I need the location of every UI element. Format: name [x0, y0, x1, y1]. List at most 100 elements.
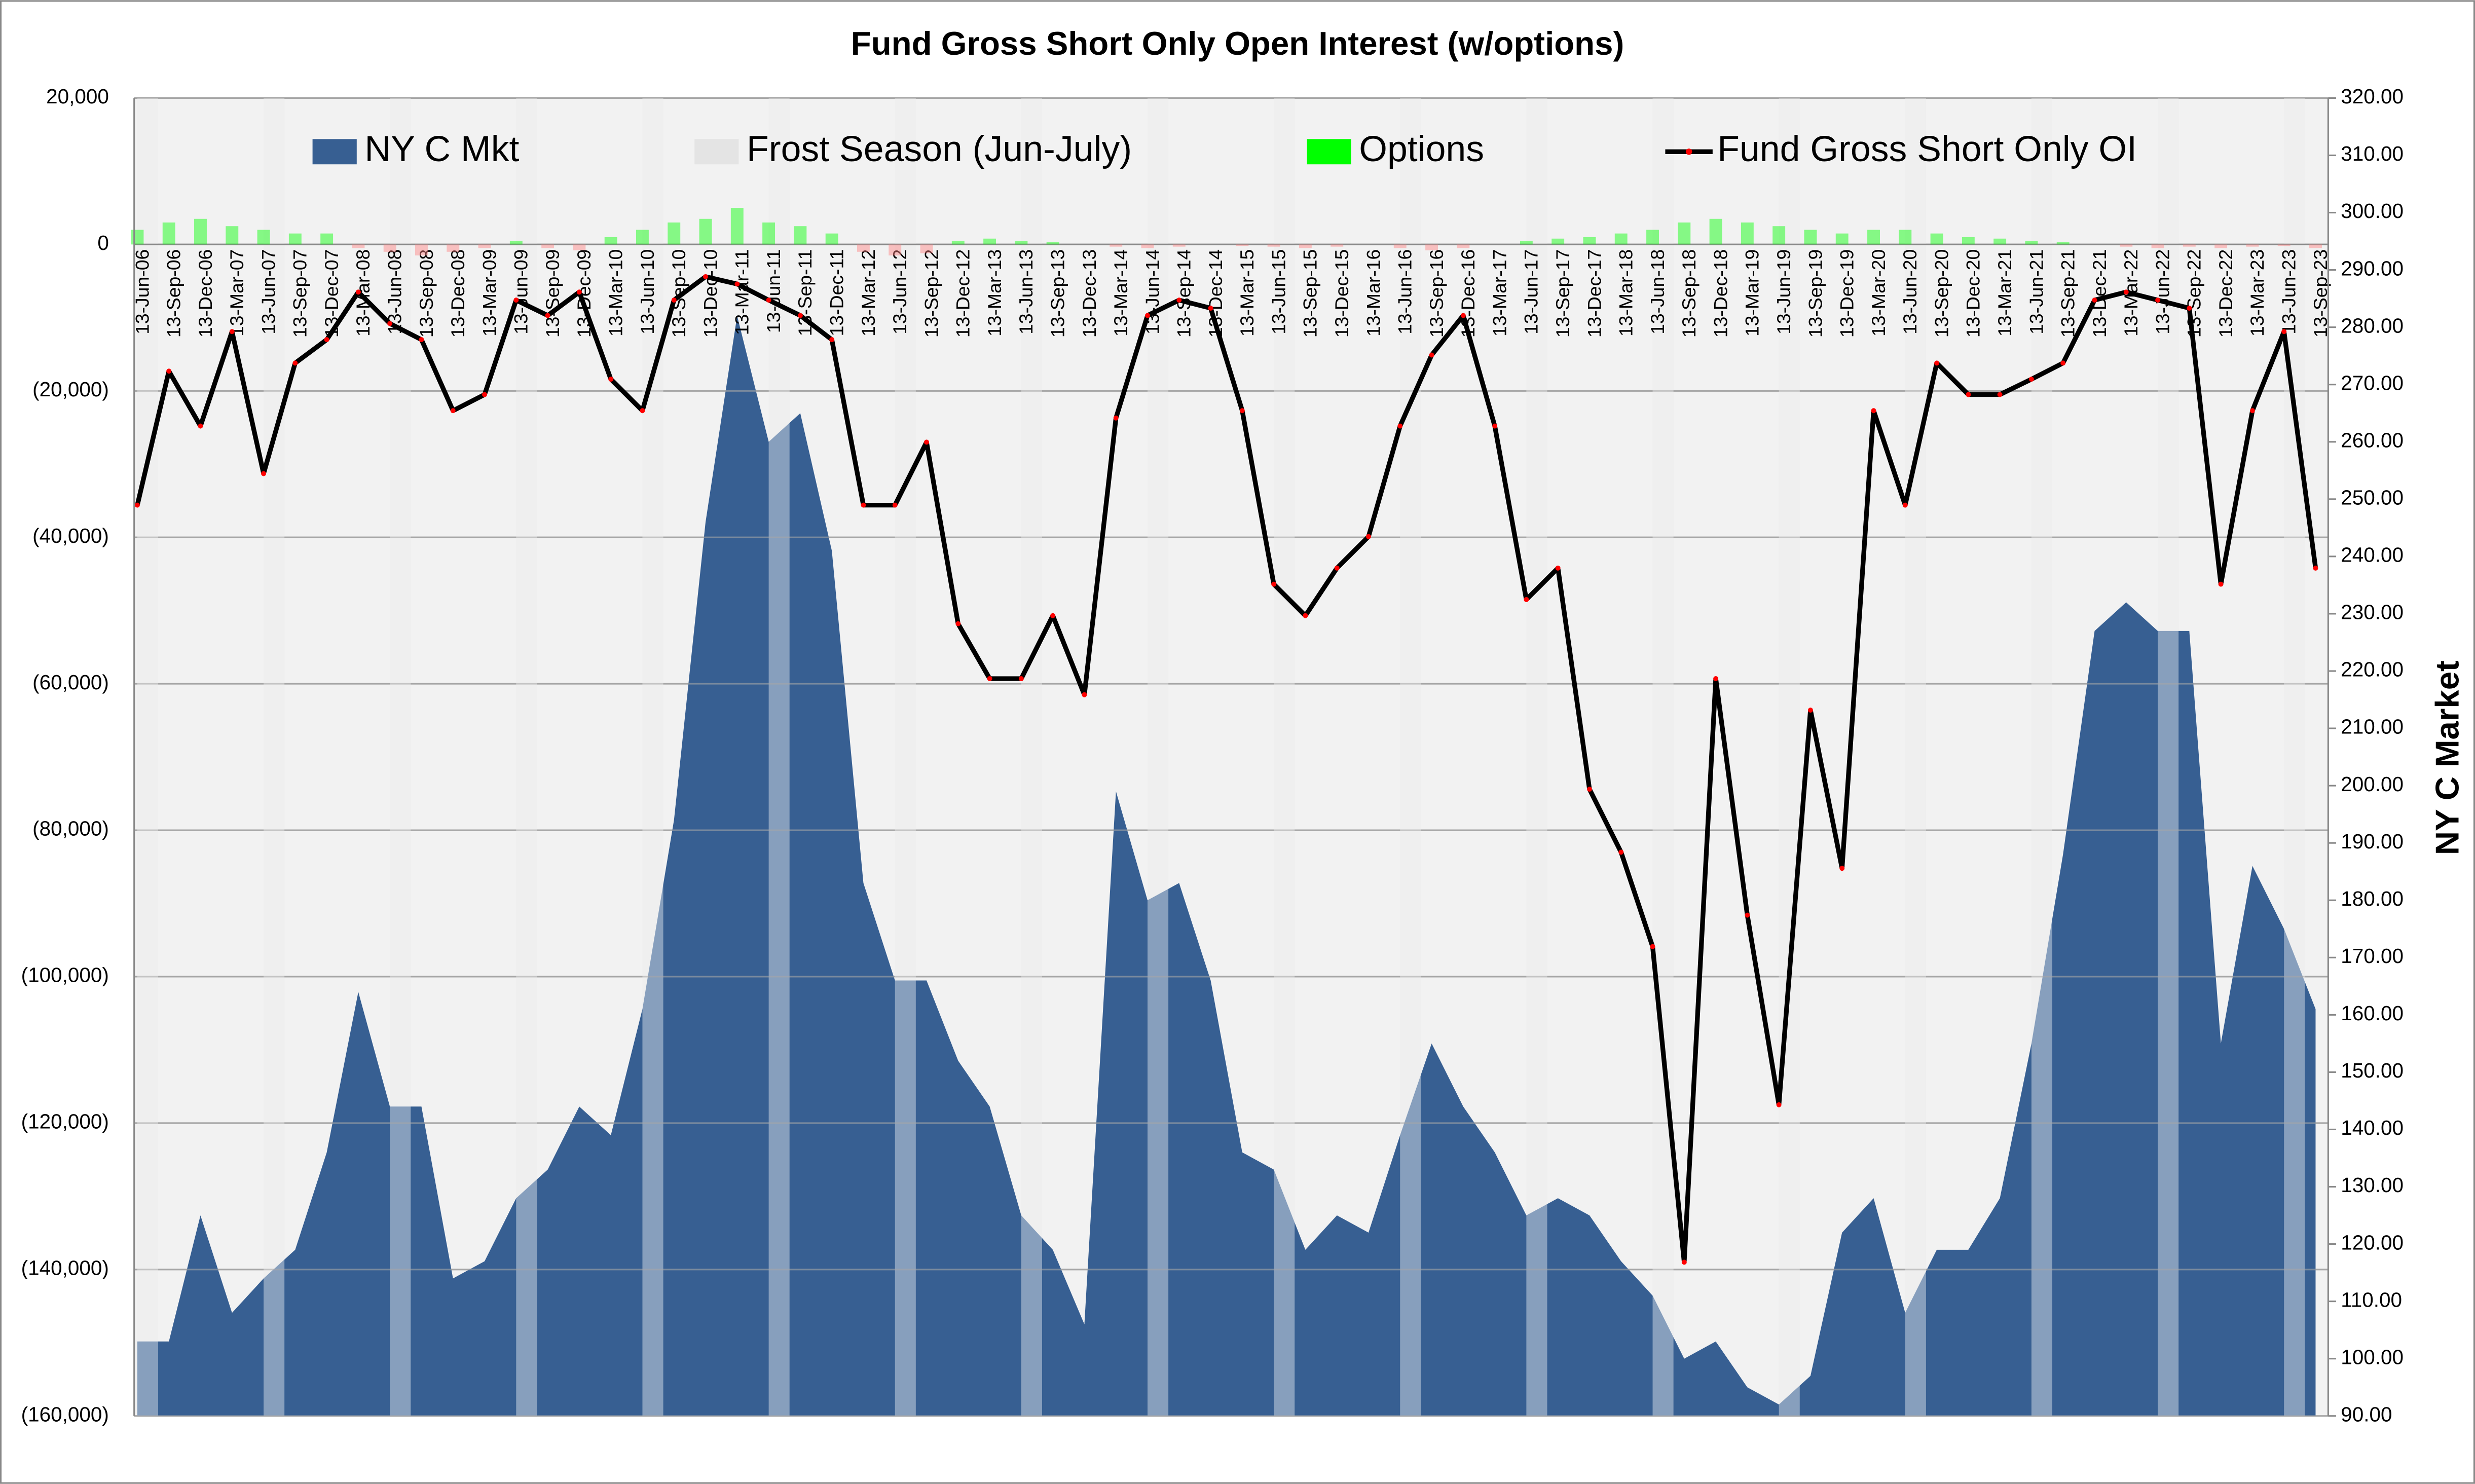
frost-band	[1779, 98, 1800, 1416]
oi-marker	[829, 337, 835, 343]
options-bar	[415, 244, 428, 256]
x-tick-label: 13-Sep-22	[2184, 249, 2205, 338]
oi-line	[135, 274, 2318, 1265]
x-tick-label: 13-Dec-20	[1963, 249, 1984, 338]
oi-marker	[1524, 597, 1529, 602]
legend-swatch	[312, 139, 357, 165]
x-tick-label: 13-Jun-18	[1647, 249, 1668, 335]
x-tick-label: 13-Jun-17	[1521, 249, 1542, 335]
oi-marker	[261, 471, 267, 476]
x-tick-label: 13-Mar-21	[1994, 249, 2015, 337]
options-bar	[1457, 244, 1470, 248]
y-tick-label: (40,000)	[32, 524, 109, 547]
options-bar	[1015, 241, 1028, 245]
y2-axis-label: NY C Market	[2428, 660, 2465, 855]
legend-label: Frost Season (Jun-July)	[747, 129, 1132, 169]
x-tick-label: 13-Sep-21	[2057, 249, 2079, 338]
options-bar	[1172, 244, 1186, 247]
options-bar	[1046, 242, 1059, 245]
legend-label: Options	[1359, 129, 1484, 169]
legend-swatch	[694, 139, 739, 165]
x-tick-label: 13-Dec-19	[1836, 249, 1858, 338]
oi-marker	[1650, 944, 1655, 949]
options-bar	[2151, 244, 2164, 248]
x-tick-label: 13-Sep-07	[289, 249, 311, 338]
x-tick-label: 13-Sep-14	[1173, 249, 1195, 338]
oi-marker	[1618, 849, 1624, 855]
oi-marker	[166, 368, 172, 374]
x-tick-label: 13-Mar-12	[858, 249, 879, 337]
options-bar	[1804, 230, 1817, 245]
x-tick-label: 13-Dec-15	[1331, 249, 1352, 338]
frost-overlay	[642, 98, 663, 1416]
oi-marker	[1555, 565, 1561, 571]
x-tick-label: 13-Dec-11	[826, 249, 847, 337]
x-tick-label: 13-Sep-12	[920, 249, 942, 338]
frost-overlay	[1526, 98, 1547, 1416]
options-bar	[1141, 244, 1154, 248]
x-tick-label: 13-Jun-19	[1773, 249, 1794, 335]
options-bar	[668, 222, 681, 245]
oi-marker	[1492, 423, 1498, 429]
y2-tick-label: 130.00	[2341, 1173, 2404, 1197]
oi-marker	[1807, 708, 1813, 713]
x-tick-label: 13-Jun-07	[257, 249, 279, 335]
oi-marker	[1145, 313, 1150, 318]
frost-band	[1526, 98, 1547, 1416]
oi-marker	[608, 377, 614, 382]
y2-tick-label: 170.00	[2341, 944, 2404, 968]
frost-band	[1021, 98, 1042, 1416]
options-bar	[131, 230, 144, 245]
frost-overlay	[516, 98, 537, 1416]
y2-tick-label: 150.00	[2341, 1059, 2404, 1082]
y2-tick-label: 280.00	[2341, 314, 2404, 337]
oi-marker	[2123, 289, 2129, 295]
x-tick-label: 13-Mar-19	[1742, 249, 1763, 337]
options-bar	[2183, 244, 2196, 247]
oi-marker	[355, 289, 361, 295]
oi-marker	[1934, 360, 1940, 366]
options-bar	[1835, 233, 1849, 245]
options-bar	[2277, 244, 2291, 246]
y2-tick-label: 230.00	[2341, 601, 2404, 624]
oi-marker	[419, 337, 424, 343]
legend-label: NY C Mkt	[364, 129, 519, 169]
options-bar	[1741, 222, 1754, 245]
oi-marker	[1239, 408, 1245, 414]
x-tick-label: 13-Sep-19	[1804, 249, 1826, 338]
oi-marker	[545, 313, 550, 318]
x-tick-label: 13-Mar-15	[1236, 249, 1258, 337]
oi-marker	[387, 321, 393, 326]
x-tick-label: 13-Dec-22	[2215, 249, 2236, 338]
oi-marker	[987, 676, 992, 681]
y2-tick-label: 160.00	[2341, 1001, 2404, 1025]
oi-marker	[1839, 866, 1845, 871]
y2-tick-label: 100.00	[2341, 1345, 2404, 1368]
options-bar	[1299, 244, 1312, 248]
x-tick-label: 13-Mar-14	[1110, 249, 1131, 337]
x-tick-label: 13-Sep-08	[416, 249, 437, 338]
options-bar	[194, 218, 207, 245]
oi-marker	[1208, 306, 1213, 311]
options-bar	[889, 244, 902, 256]
frost-overlay	[1021, 98, 1042, 1416]
oi-marker	[1745, 912, 1750, 918]
options-bar	[288, 233, 302, 245]
frost-overlay	[137, 98, 159, 1416]
oi-marker	[1997, 392, 2003, 397]
options-bar	[1236, 244, 1249, 246]
frost-overlay	[1652, 98, 1674, 1416]
oi-marker	[1586, 787, 1592, 792]
options-bar	[1267, 244, 1280, 247]
options-bar	[257, 230, 270, 245]
x-tick-label: 13-Mar-23	[2246, 249, 2268, 337]
y2-tick-label: 320.00	[2341, 85, 2404, 108]
x-tick-label: 13-Sep-06	[163, 249, 184, 338]
oi-marker	[797, 313, 803, 318]
x-tick-label: 13-Jun-11	[763, 249, 784, 333]
frost-overlay	[1147, 98, 1169, 1416]
options-bar	[1520, 241, 1533, 245]
x-tick-label: 13-Jun-23	[2278, 249, 2300, 335]
legend-swatch	[1307, 139, 1351, 165]
